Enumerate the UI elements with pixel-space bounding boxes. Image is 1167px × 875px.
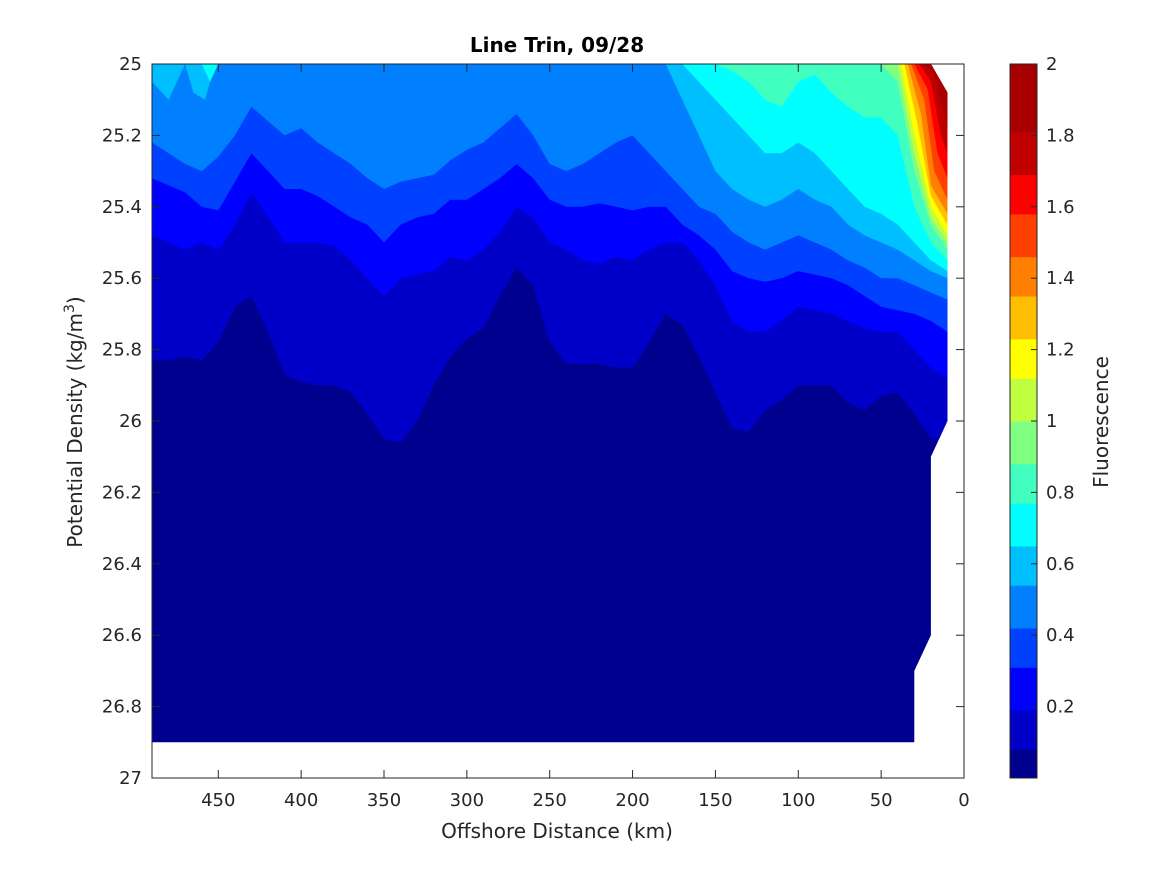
colorbar-band-14 — [1010, 174, 1037, 215]
colorbar-band-3 — [1010, 628, 1037, 668]
contour-patch-1 — [201, 64, 219, 82]
colorbar-tick-label-3: 0.8 — [1046, 482, 1075, 503]
y-tick-label-8: 26.6 — [102, 625, 142, 646]
y-tick-label-7: 26.4 — [102, 554, 142, 575]
x-tick-label-5: 200 — [615, 790, 649, 811]
colorbar-tick-label-2: 0.6 — [1046, 554, 1075, 575]
colorbar-tick-label-9: 2 — [1046, 54, 1057, 75]
colorbar-band-4 — [1010, 585, 1037, 629]
colorbar-bands — [1010, 64, 1037, 779]
colorbar-band-15 — [1010, 131, 1037, 176]
colorbar-tick-label-6: 1.4 — [1046, 268, 1075, 289]
y-axis: 25 25.2 25.4 25.6 25.8 26 26.2 26.4 26.6 26.8 27 — [102, 54, 964, 789]
colorbar: 0.2 0.4 0.6 0.8 1 1.2 1.4 1.6 1.8 2 Fluorescence — [1009, 54, 1113, 779]
colorbar-label: Fluorescence — [1089, 356, 1113, 488]
colorbar-ticks: 0.2 0.4 0.6 0.8 1 1.2 1.4 1.6 1.8 2 — [1031, 54, 1075, 718]
colorbar-band-10 — [1010, 338, 1037, 379]
colorbar-tick-label-4: 1 — [1046, 411, 1057, 432]
x-tick-label-7: 100 — [781, 790, 815, 811]
colorbar-band-11 — [1010, 296, 1037, 340]
colorbar-band-12 — [1010, 256, 1037, 297]
colorbar-tick-label-0: 0.2 — [1046, 697, 1075, 718]
y-tick-label-3: 25.6 — [102, 268, 142, 289]
contour-data-region — [152, 64, 948, 743]
y-tick-label-6: 26.2 — [102, 482, 142, 503]
colorbar-tick-label-5: 1.2 — [1046, 340, 1075, 361]
colorbar-tick-label-1: 0.4 — [1046, 625, 1075, 646]
x-tick-label-0: 450 — [201, 790, 235, 811]
colorbar-band-13 — [1010, 213, 1037, 258]
x-axis-label: Offshore Distance (km) — [441, 819, 673, 843]
y-tick-label-10: 27 — [119, 768, 142, 789]
y-axis-label-main: Potential Density (kg/m — [63, 313, 87, 548]
contour-band-6 — [152, 64, 948, 261]
colorbar-band-6 — [1010, 503, 1037, 547]
y-tick-label-0: 25 — [119, 54, 142, 75]
colorbar-tick-label-7: 1.6 — [1046, 197, 1075, 218]
y-axis-label-superscript: 3 — [62, 304, 78, 313]
colorbar-band-1 — [1010, 710, 1037, 750]
x-tick-label-8: 50 — [870, 790, 893, 811]
colorbar-band-8 — [1010, 421, 1037, 465]
colorbar-band-0 — [1010, 749, 1037, 779]
x-tick-label-6: 150 — [698, 790, 732, 811]
x-tick-label-9: 0 — [958, 790, 969, 811]
x-tick-label-3: 300 — [450, 790, 484, 811]
x-tick-label-1: 400 — [284, 790, 318, 811]
y-tick-label-1: 25.2 — [102, 125, 142, 146]
colorbar-tick-label-8: 1.8 — [1046, 125, 1075, 146]
y-axis-label-close: ) — [63, 296, 87, 304]
contour-band-15 — [924, 64, 948, 129]
y-tick-label-4: 25.8 — [102, 340, 142, 361]
chart-title: Line Trin, 09/28 — [470, 33, 644, 57]
colorbar-band-2 — [1010, 667, 1037, 711]
y-tick-label-2: 25.4 — [102, 197, 142, 218]
contour-layers — [152, 64, 948, 743]
x-axis: 450 400 350 300 250 200 150 100 50 0 — [201, 64, 970, 811]
y-tick-label-5: 26 — [119, 411, 142, 432]
colorbar-band-16 — [1010, 64, 1037, 133]
colorbar-band-9 — [1010, 378, 1037, 422]
y-axis-label: Potential Density (kg/m3) — [62, 296, 87, 547]
x-tick-label-2: 350 — [367, 790, 401, 811]
y-tick-label-9: 26.8 — [102, 697, 142, 718]
colorbar-band-7 — [1010, 463, 1037, 504]
plot-area — [151, 63, 965, 779]
contour-band-5 — [152, 64, 948, 272]
colorbar-band-5 — [1010, 545, 1037, 586]
x-tick-label-4: 250 — [533, 790, 567, 811]
